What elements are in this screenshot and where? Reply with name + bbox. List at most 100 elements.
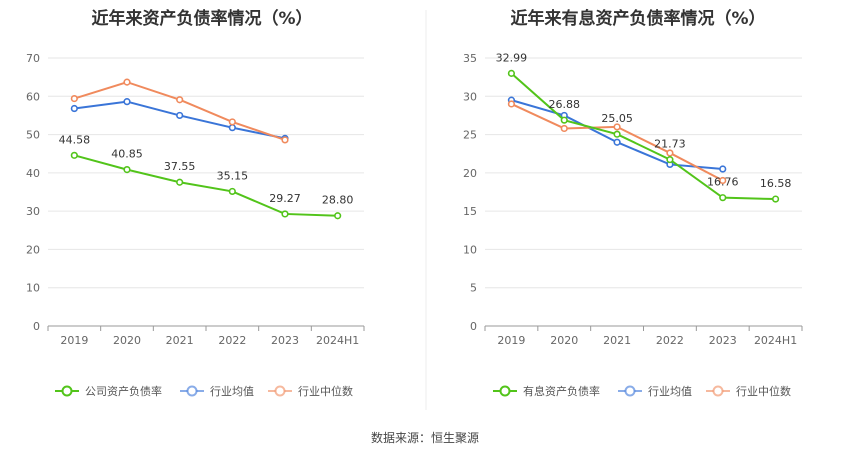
legend-marker [624, 385, 636, 397]
data-point [613, 130, 621, 138]
y-tick-label: 10 [463, 243, 477, 256]
data-point [70, 94, 78, 103]
data-point [666, 156, 674, 164]
data-point [228, 187, 236, 196]
data-label: 32.99 [496, 51, 528, 64]
data-label: 40.85 [111, 148, 143, 161]
data-point [560, 116, 568, 124]
data-point [176, 178, 184, 186]
data-point [666, 149, 674, 157]
legend-item[interactable]: 公司资产负债率 [55, 384, 162, 398]
data-label: 16.76 [707, 176, 739, 189]
x-tick-label: 2023 [271, 334, 299, 347]
legend-label: 公司资产负债率 [85, 384, 162, 398]
legend-label: 行业均值 [648, 385, 692, 398]
data-point [560, 124, 568, 133]
legend-marker [274, 385, 286, 397]
legend-label: 行业中位数 [736, 384, 791, 398]
data-point [70, 151, 78, 159]
legend-label: 行业中位数 [298, 384, 353, 398]
x-tick-label: 2021 [603, 334, 631, 347]
data-point [334, 212, 342, 220]
series-1: 44.58 40.85 37.55 35.15 29.27 28.80 [59, 133, 354, 220]
x-tick-label: 2020 [550, 334, 578, 347]
data-point [70, 104, 78, 113]
y-tick-label: 35 [463, 52, 477, 65]
series-3 [507, 100, 727, 185]
data-point [176, 111, 184, 120]
series-1: 32.99 26.88 25.05 21.73 16.76 16.58 [496, 51, 792, 203]
data-point [613, 138, 621, 146]
x-tick-label: 2020 [113, 334, 141, 347]
y-tick-label: 70 [26, 52, 40, 65]
y-tick-label: 40 [26, 167, 40, 180]
y-tick-label: 15 [463, 205, 477, 218]
y-tick-label: 10 [26, 282, 40, 295]
legend-label: 有息资产负债率 [523, 384, 600, 398]
x-tick-label: 2021 [166, 334, 194, 347]
data-point [281, 210, 289, 218]
data-label: 16.58 [760, 177, 792, 190]
x-tick-label: 2024H1 [754, 334, 797, 347]
y-tick-label: 60 [26, 90, 40, 103]
legend-marker [186, 385, 198, 397]
legend-marker [499, 385, 511, 397]
legend-item[interactable]: 行业均值 [618, 385, 692, 398]
x-tick-label: 2019 [60, 334, 88, 347]
y-tick-label: 30 [26, 205, 40, 218]
data-point [228, 124, 236, 132]
x-tick-label: 2023 [709, 334, 737, 347]
data-point [176, 96, 184, 104]
legend-item[interactable]: 有息资产负债率 [493, 384, 600, 398]
data-point [719, 176, 727, 185]
data-point [123, 78, 131, 86]
data-point [771, 195, 780, 203]
series-3 [70, 78, 289, 144]
y-tick-label: 0 [470, 320, 477, 333]
data-point [281, 136, 289, 144]
series-line [510, 72, 776, 201]
source-note: 数据来源：恒生聚源 [371, 430, 479, 445]
x-tick-label: 2022 [656, 334, 684, 347]
data-point [123, 166, 131, 174]
chart-title: 近年来资产负债率情况（%） [91, 8, 312, 29]
data-point [613, 123, 621, 131]
data-label: 37.55 [164, 160, 196, 173]
data-label: 21.73 [654, 138, 686, 151]
legend-marker [712, 385, 724, 397]
x-tick-label: 2019 [497, 334, 525, 347]
legend-marker [61, 385, 73, 397]
data-label: 26.88 [549, 98, 581, 111]
y-tick-label: 25 [463, 129, 477, 142]
data-point [123, 98, 131, 106]
data-point [507, 100, 516, 108]
data-label: 25.05 [601, 112, 633, 125]
y-tick-label: 20 [26, 243, 40, 256]
data-label: 35.15 [217, 169, 249, 182]
chart-title: 近年来有息资产负债率情况（%） [510, 8, 765, 29]
y-tick-label: 20 [463, 167, 477, 180]
chart-panel-1: 近年来资产负债率情况（%） 0 10 20 30 40 50 60 70 2019 2020 2021… [26, 8, 365, 398]
data-point [719, 194, 727, 202]
legend-item[interactable]: 行业均值 [180, 385, 254, 398]
series-line [74, 100, 286, 140]
legend-item[interactable]: 行业中位数 [268, 384, 353, 398]
y-tick-label: 30 [463, 90, 477, 103]
legend-label: 行业均值 [210, 385, 254, 398]
x-tick-label: 2024H1 [316, 334, 359, 347]
y-tick-label: 0 [33, 320, 40, 333]
data-label: 28.80 [322, 194, 354, 207]
chart-panel-2: 近年来有息资产负债率情况（%） 0 5 10 15 20 25 30 35 2019 2020 202… [463, 8, 803, 398]
y-tick-label: 5 [470, 282, 477, 295]
data-point [507, 69, 516, 77]
x-tick-label: 2022 [218, 334, 246, 347]
y-tick-label: 50 [26, 129, 40, 142]
data-label: 44.58 [59, 133, 91, 146]
legend-item[interactable]: 行业中位数 [706, 384, 791, 398]
series-line [74, 154, 338, 217]
data-point [228, 118, 236, 126]
data-label: 29.27 [269, 192, 301, 205]
data-point [719, 165, 727, 173]
